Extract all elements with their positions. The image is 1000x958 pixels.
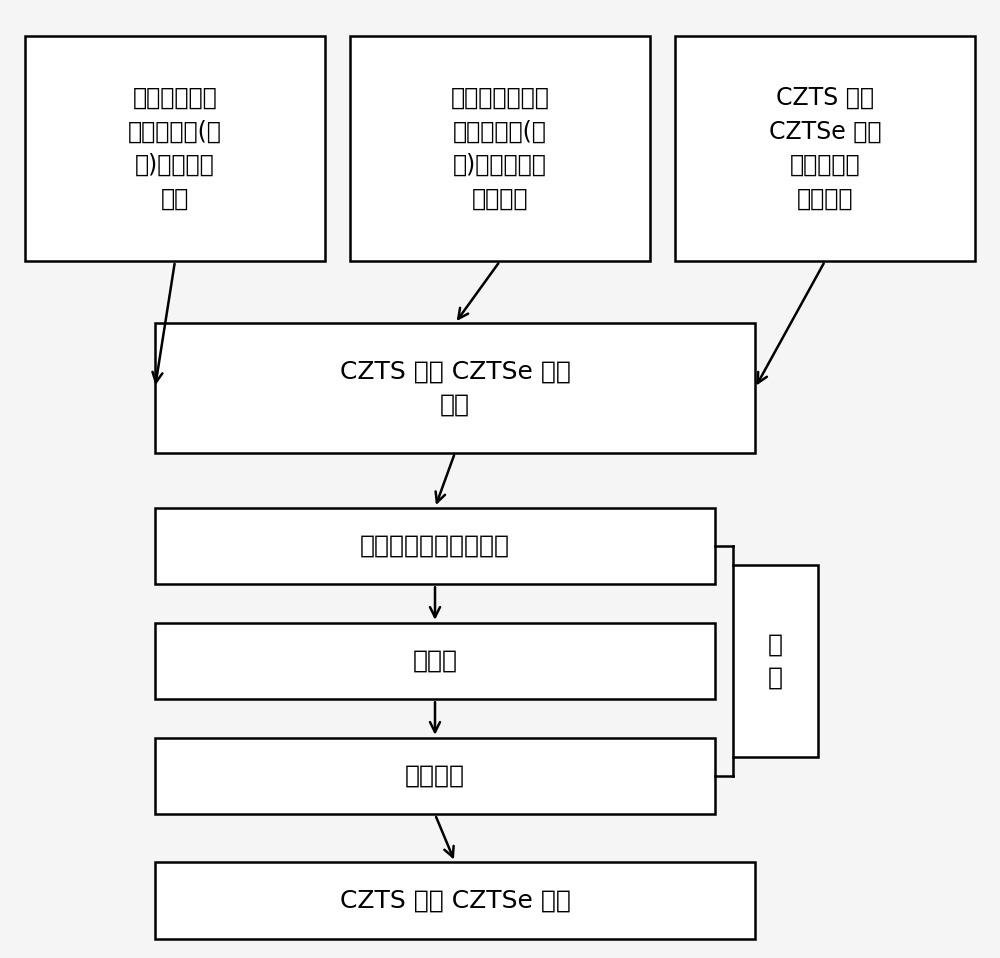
Bar (155, 862, 755, 939)
Text: 重
复: 重 复 (768, 632, 782, 690)
Text: 将铜源、锌源、
锡源、硫源(硒
源)球磨分散到
分散剂中: 将铜源、锌源、 锡源、硫源(硒 源)球磨分散到 分散剂中 (451, 86, 549, 211)
Text: 旋涂、刮涂、印刷成膜: 旋涂、刮涂、印刷成膜 (360, 534, 510, 559)
Bar (155, 324, 755, 453)
Bar (350, 36, 650, 262)
Bar (155, 623, 715, 699)
Bar (732, 565, 818, 757)
Text: CZTS 或者 CZTSe 薄膜: CZTS 或者 CZTSe 薄膜 (340, 888, 570, 913)
Text: 热分解: 热分解 (413, 649, 458, 673)
Text: 铜盐、锌盐、
锡盐、硫盐(硒
盐)溶于有机
溶剂: 铜盐、锌盐、 锡盐、硫盐(硒 盐)溶于有机 溶剂 (128, 86, 222, 211)
Text: CZTS 或者
CZTSe 纳米
颗粒分散到
分散剂中: CZTS 或者 CZTSe 纳米 颗粒分散到 分散剂中 (769, 86, 881, 211)
Bar (675, 36, 975, 262)
Bar (155, 508, 715, 584)
Bar (155, 738, 715, 814)
Text: 退火处理: 退火处理 (405, 764, 465, 788)
Text: CZTS 或者 CZTSe 前驱
体液: CZTS 或者 CZTSe 前驱 体液 (340, 359, 570, 417)
Bar (25, 36, 325, 262)
